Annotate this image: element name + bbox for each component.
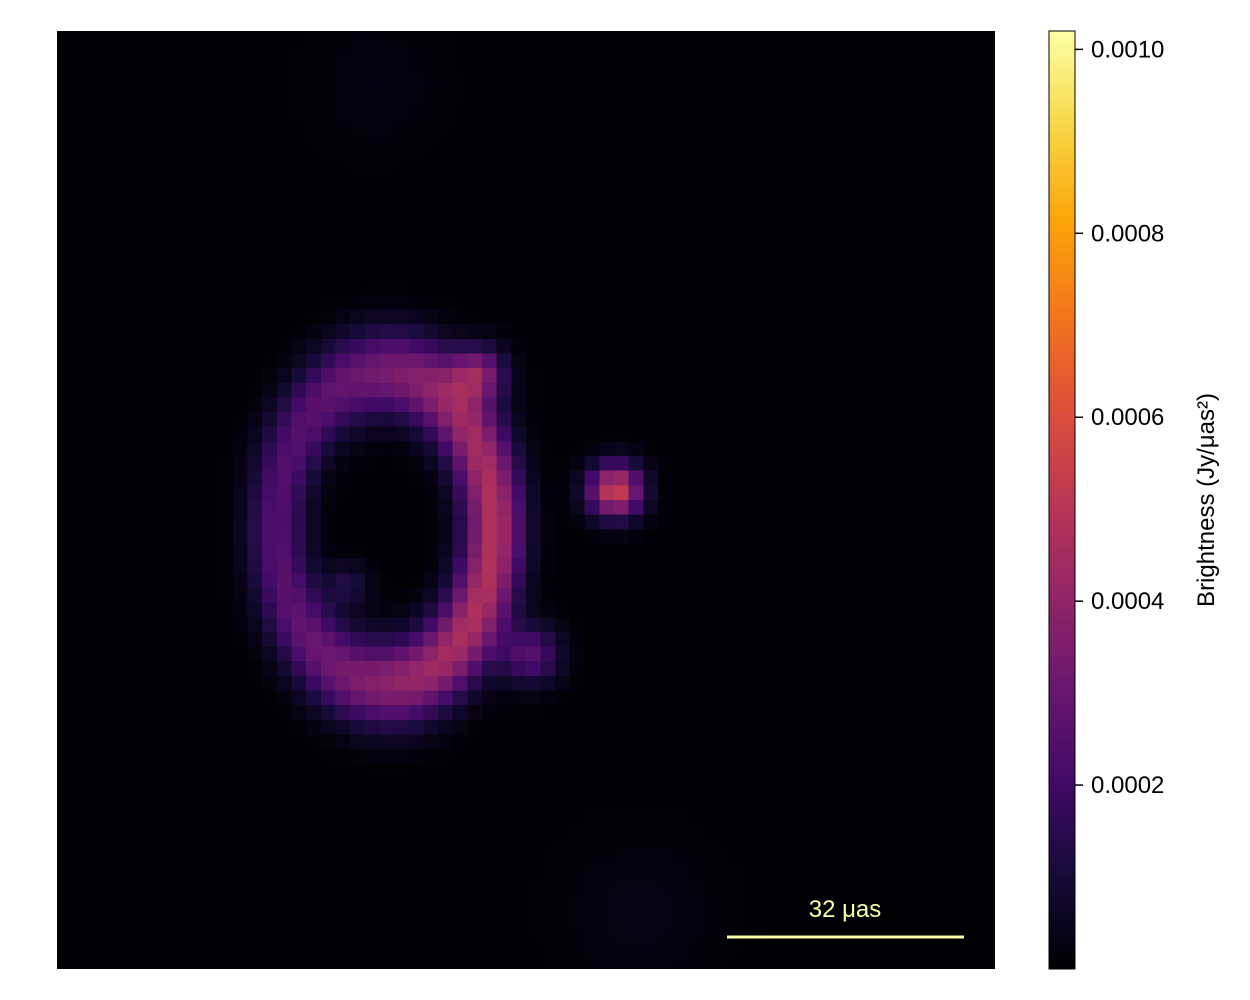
colorbar-label: Brightness (Jy/μas²) <box>1193 393 1220 607</box>
colorbar-tick-label: 0.0004 <box>1091 588 1164 615</box>
colorbar-ticks: 0.0002 0.0004 0.0006 0.0008 0.0010 <box>1075 36 1164 799</box>
colorbar-tick-label: 0.0010 <box>1091 36 1164 63</box>
colorbar: 0.0002 0.0004 0.0006 0.0008 0.0010 Brightnes… <box>1048 30 1220 970</box>
colorbar-tick-label: 0.0002 <box>1091 772 1164 799</box>
colorbar-frame <box>1048 30 1076 970</box>
scale-bar-label: 32 μas <box>809 896 882 923</box>
colorbar-tick-label: 0.0006 <box>1091 404 1164 431</box>
scale-bar: 32 μas <box>727 896 964 939</box>
brightness-heatmap <box>57 31 995 969</box>
colorbar-gradient <box>1049 31 1075 969</box>
colorbar-tick-label: 0.0008 <box>1091 220 1164 247</box>
